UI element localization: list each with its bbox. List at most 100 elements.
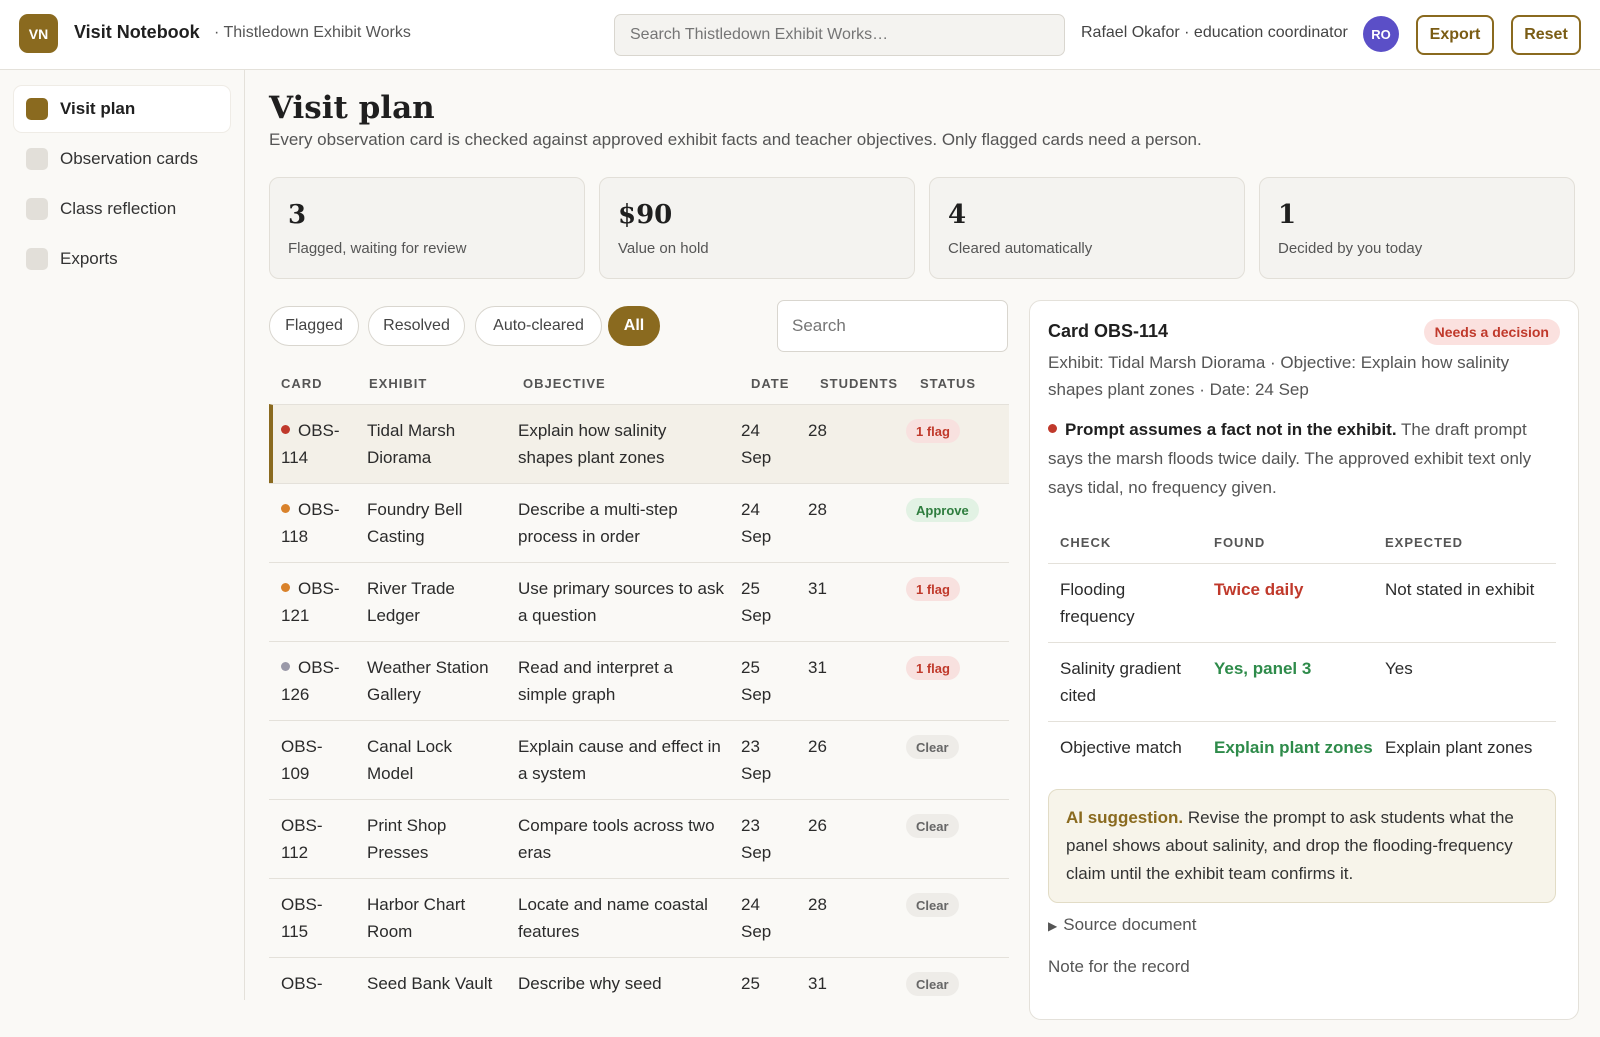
avatar[interactable]: RO (1363, 16, 1399, 52)
visit-date: 24 Sep (741, 500, 772, 546)
column-header[interactable]: DATE (751, 376, 790, 391)
exports-icon (26, 248, 48, 270)
sidebar-item-visit-plan[interactable]: Visit plan (14, 86, 230, 132)
stat-value: 3 (288, 200, 307, 230)
objective-text: Use primary sources to ask a question (518, 579, 724, 625)
exhibit-name: Seed Bank Vault (367, 974, 493, 993)
check-found: Explain plant zones (1214, 738, 1373, 757)
table-row[interactable]: OBS- 126 Weather Station Gallery Read and in… (269, 641, 1009, 721)
sidebar-item-label: Observation cards (60, 149, 198, 168)
page-subtitle: Every observation card is checked agains… (269, 130, 1202, 149)
user-name: Rafael Okafor · education coordinator (1081, 24, 1348, 41)
status-badge: Clear (906, 735, 959, 759)
table-row[interactable]: OBS- 121 River Trade Ledger Use primary sour… (269, 562, 1009, 642)
column-header[interactable]: STUDENTS (820, 376, 899, 391)
column-header[interactable]: STATUS (920, 376, 977, 391)
source-document-toggle[interactable]: ▶ Source document (1048, 915, 1196, 935)
check-row: Objective match Explain plant zones Explai… (1048, 721, 1556, 801)
card-id: OBS- 115 (281, 895, 323, 941)
table-row[interactable]: OBS- 114 Tidal Marsh Diorama Explain how sal… (269, 404, 1009, 484)
ai-suggestion-label: AI suggestion. (1066, 808, 1184, 827)
table-row[interactable]: OBS- 118 Foundry Bell Casting Describe a mul… (269, 483, 1009, 563)
visit-date: 25 Sep (741, 579, 772, 625)
top-bar: VN Visit Notebook · Thistledown Exhibit … (0, 0, 1600, 70)
visit-date: 24 Sep (741, 421, 772, 467)
card-id: OBS- 109 (281, 737, 323, 783)
flag-dot-icon (1048, 424, 1057, 433)
status-badge: Needs a decision (1423, 319, 1560, 345)
table-row[interactable]: OBS- Seed Bank Vault Describe why seed 25 31… (269, 957, 1009, 1037)
column-header: EXPECTED (1385, 535, 1464, 550)
card-id: OBS- 126 (281, 658, 340, 704)
card-id: OBS- 118 (281, 500, 340, 546)
status-badge: Clear (906, 893, 959, 917)
student-count: 26 (808, 816, 827, 835)
triangle-right-icon: ▶ (1048, 919, 1058, 933)
check-row: Salinity gradient cited Yes, panel 3 Yes (1048, 642, 1556, 722)
sidebar-item-label: Class reflection (60, 199, 177, 218)
sidebar-item-class-reflection[interactable]: Class reflection (14, 186, 230, 232)
card-id: OBS- 112 (281, 816, 323, 862)
column-header[interactable]: CARD (281, 376, 323, 391)
status-badge: Clear (906, 972, 959, 996)
stat-value: 4 (948, 200, 967, 230)
filter-flagged[interactable]: Flagged (269, 306, 359, 346)
status-dot-icon (281, 504, 290, 513)
check-name: Salinity gradient cited (1060, 659, 1181, 705)
status-dot-icon (281, 425, 290, 434)
exhibit-name: Foundry Bell Casting (367, 500, 463, 546)
table-row[interactable]: OBS- 109 Canal Lock Model Explain cause and … (269, 720, 1009, 800)
objective-text: Compare tools across two eras (518, 816, 715, 862)
sidebar-item-exports[interactable]: Exports (14, 236, 230, 282)
card-id: OBS- 121 (281, 579, 340, 625)
sidebar-item-label: Exports (60, 249, 118, 268)
page-title: Visit plan (269, 90, 435, 126)
check-expected: Yes (1385, 659, 1413, 678)
exhibit-name: Weather Station Gallery (367, 658, 489, 704)
class-reflection-icon (26, 198, 48, 220)
status-badge: 1 flag (906, 577, 960, 601)
visit-date: 24 Sep (741, 895, 772, 941)
table-row[interactable]: OBS- 112 Print Shop Presses Compare tools ac… (269, 799, 1009, 879)
column-header[interactable]: EXHIBIT (369, 376, 428, 391)
table-row[interactable]: OBS- 115 Harbor Chart Room Locate and name c… (269, 878, 1009, 958)
main-content: Visit plan Every observation card is che… (245, 70, 1600, 1020)
filter-auto-cleared[interactable]: Auto-cleared (475, 306, 602, 346)
ai-suggestion: AI suggestion. Revise the prompt to ask … (1048, 789, 1556, 903)
reset-button[interactable]: Reset (1511, 15, 1581, 55)
exhibit-name: Print Shop Presses (367, 816, 447, 862)
objective-text: Describe why seed (518, 974, 662, 993)
visit-date: 23 Sep (741, 737, 772, 783)
column-header: FOUND (1214, 535, 1266, 550)
student-count: 28 (808, 500, 827, 519)
exhibit-name: Tidal Marsh Diorama (367, 421, 456, 467)
stat-value: 1 (1278, 200, 1297, 230)
exhibit-name: River Trade Ledger (367, 579, 455, 625)
finding-title: Prompt assumes a fact not in the exhibit… (1065, 420, 1397, 439)
sidebar-item-label: Visit plan (60, 99, 136, 118)
column-header[interactable]: OBJECTIVE (523, 376, 606, 391)
student-count: 28 (808, 895, 827, 914)
filter-resolved[interactable]: Resolved (368, 306, 465, 346)
export-button[interactable]: Export (1416, 15, 1494, 55)
visit-date: 23 Sep (741, 816, 772, 862)
stat-label: Cleared automatically (948, 240, 1093, 257)
sidebar-item-observation-cards[interactable]: Observation cards (14, 136, 230, 182)
objective-text: Explain how salinity shapes plant zones (518, 421, 667, 467)
stat-label: Value on hold (618, 240, 709, 257)
finding-body: The draft prompt says the marsh floods t… (1048, 420, 1532, 497)
app-name: Visit Notebook (74, 22, 200, 42)
stat-card-cleared: 4 Cleared automatically (929, 177, 1245, 279)
student-count: 31 (808, 658, 827, 677)
table-search-input[interactable] (777, 300, 1008, 352)
global-search-input[interactable] (614, 14, 1065, 56)
filter-all[interactable]: All (608, 306, 660, 346)
sidebar: Visit plan Observation cards Class refle… (0, 70, 245, 1000)
check-expected: Explain plant zones (1385, 738, 1533, 757)
exhibit-name: Canal Lock Model (367, 737, 453, 783)
check-name: Objective match (1060, 738, 1182, 757)
visit-date: 25 (741, 974, 760, 993)
detail-title: Card OBS-114 (1048, 321, 1169, 341)
workspace-name: · Thistledown Exhibit Works (214, 24, 411, 41)
stat-card-flagged: 3 Flagged, waiting for review (269, 177, 585, 279)
